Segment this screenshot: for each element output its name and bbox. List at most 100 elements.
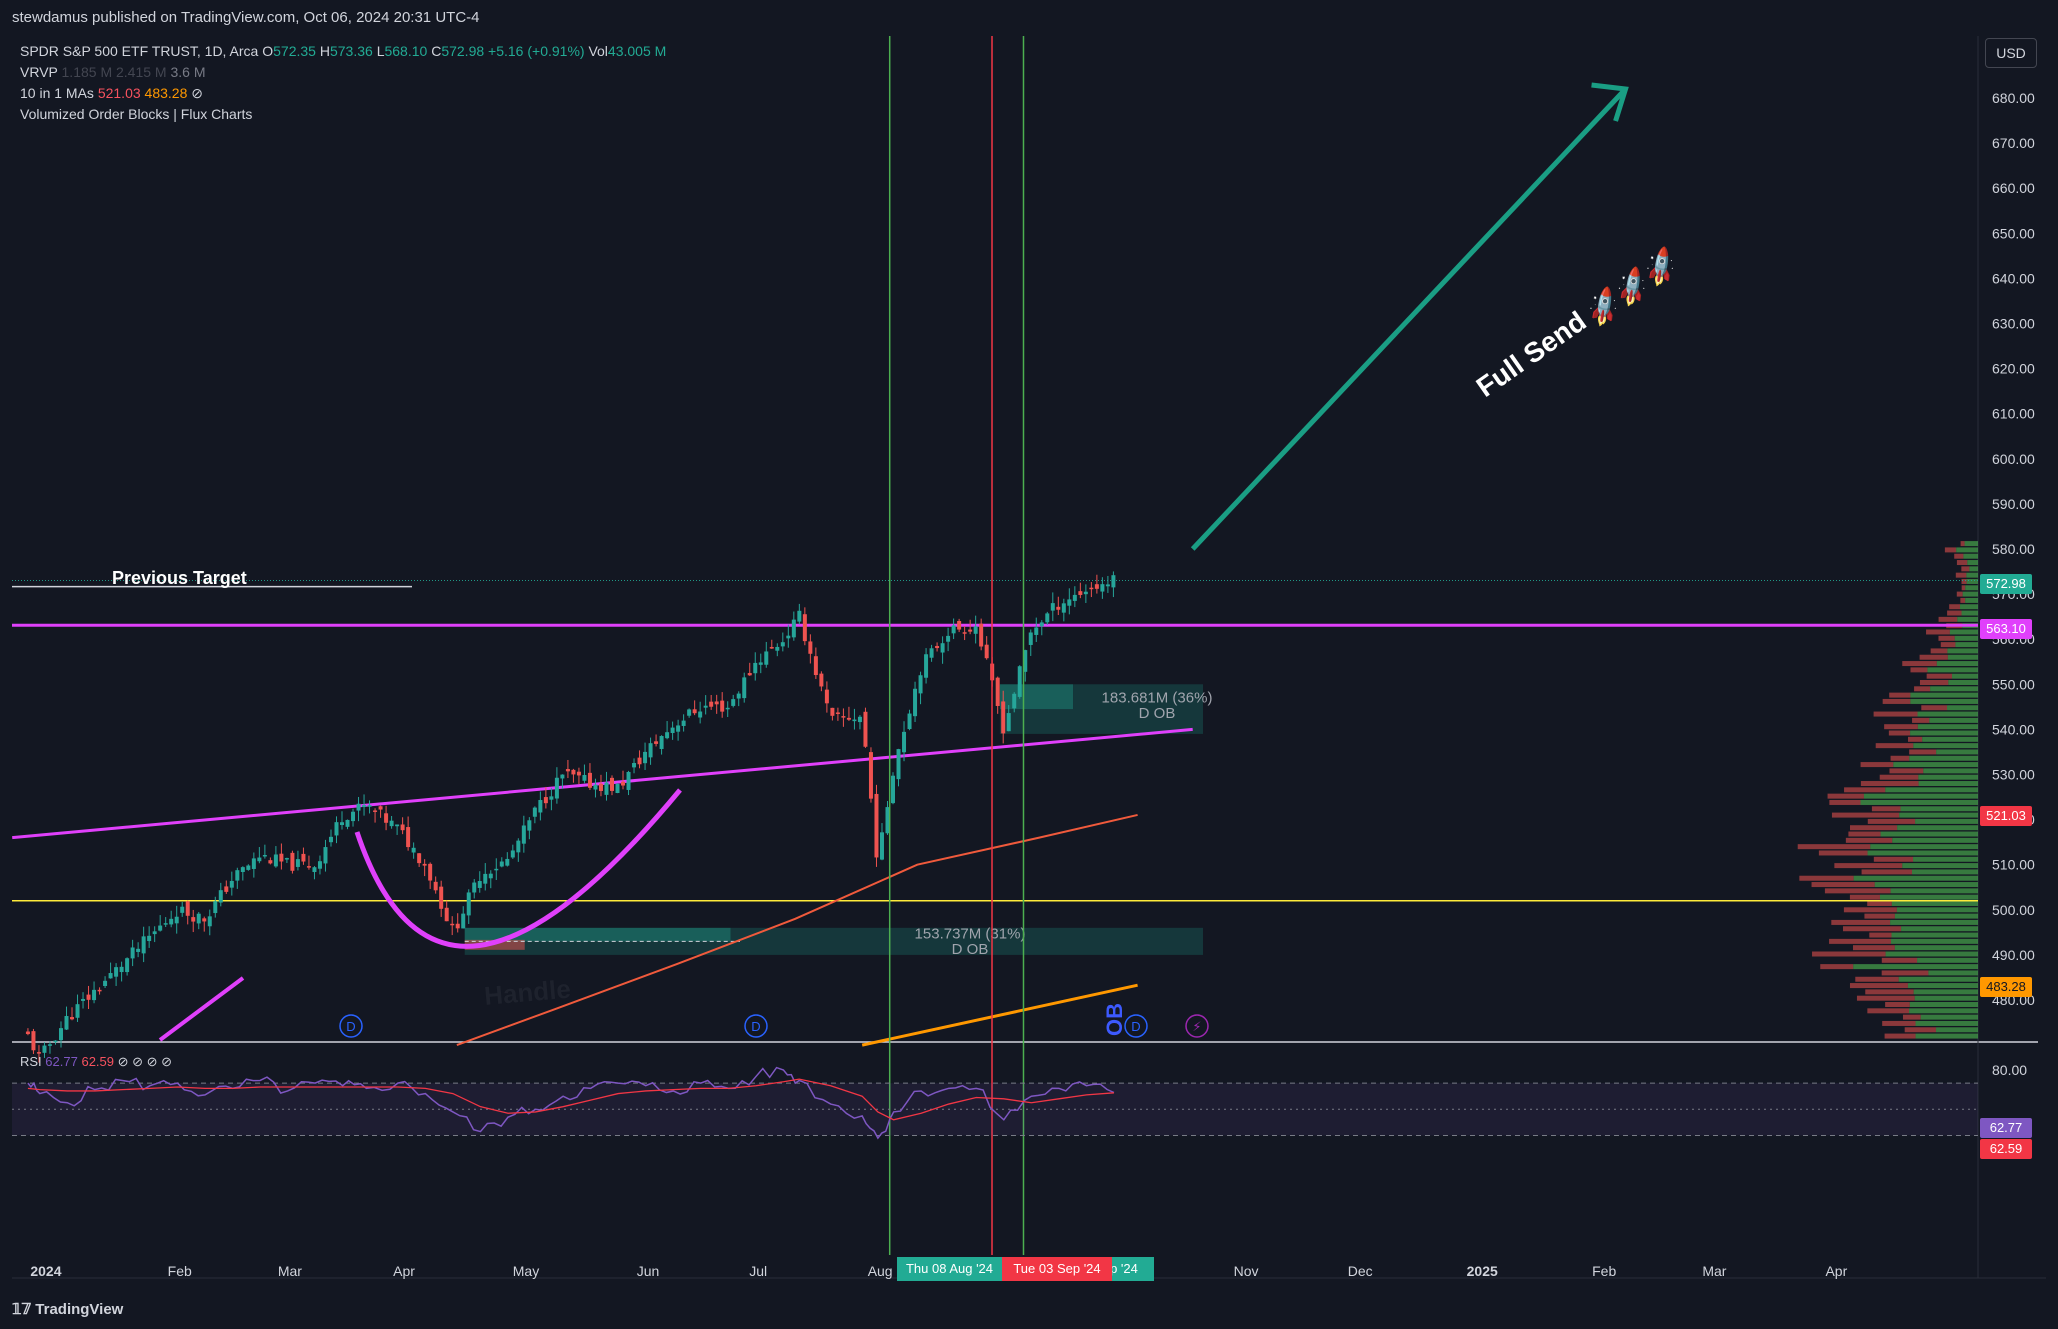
candle-body xyxy=(284,858,289,860)
rsi-hidden-icons[interactable]: ⊘ ⊘ ⊘ ⊘ xyxy=(117,1054,173,1069)
vrvp-bar-up xyxy=(1917,724,1978,730)
candle-body xyxy=(984,644,989,659)
candle-body xyxy=(384,813,389,823)
candle-body xyxy=(995,677,1000,706)
vrvp-bar-up xyxy=(1918,774,1978,780)
candle-body xyxy=(251,858,256,869)
candle-body xyxy=(885,807,890,834)
vrvp-bar-down xyxy=(1849,983,1908,989)
cup-left-edge xyxy=(158,976,245,1042)
vrvp-bar-up xyxy=(1948,679,1978,685)
candle-body xyxy=(97,989,102,992)
full-send-arrowhead xyxy=(1591,82,1629,122)
vrvp-bar-down xyxy=(1831,919,1891,925)
vrvp-bar-down xyxy=(1811,882,1875,888)
price-pane-bg xyxy=(12,36,1978,1042)
vrvp-bar-down xyxy=(1812,951,1886,957)
candle-body xyxy=(1078,591,1083,595)
candle-body xyxy=(868,752,873,799)
vrvp-bar-down xyxy=(1947,610,1962,616)
ob-indicator-label: Volumized Order Blocks | Flux Charts xyxy=(20,106,253,122)
candle-body xyxy=(362,805,367,808)
time-tick-label: Aug xyxy=(868,1263,893,1279)
ohlc-l-value: 568.10 xyxy=(384,43,428,59)
candle-body xyxy=(841,716,846,718)
rsi-value-1: 62.77 xyxy=(45,1054,78,1069)
candle-body xyxy=(395,824,400,827)
vrvp-bar-down xyxy=(1856,995,1915,1001)
vrvp-bar-up xyxy=(1867,850,1978,856)
candle-body xyxy=(1028,632,1033,645)
vrvp-bar-up xyxy=(1947,648,1978,654)
candle-body xyxy=(1045,613,1050,623)
candle-body xyxy=(295,859,300,867)
candle-body xyxy=(169,918,174,925)
vrvp-bar-down xyxy=(1954,553,1964,559)
previous-target-text: Previous Target xyxy=(112,568,247,588)
d-marker-circle xyxy=(1124,1014,1148,1038)
price-tick-label: 610.00 xyxy=(1992,406,2035,422)
vrvp-bar-down xyxy=(1889,692,1911,698)
candle-body xyxy=(257,857,262,862)
candle-body xyxy=(571,769,576,775)
candle-body xyxy=(951,625,956,634)
vrvp-bar-down xyxy=(1956,560,1968,566)
time-tick-label: Nov xyxy=(1234,1263,1259,1279)
candle-body xyxy=(676,725,681,732)
order-block-volume xyxy=(999,684,1074,710)
legend-vrvp-row[interactable]: VRVP 1.185 M 2.415 M 3.6 M xyxy=(20,64,206,80)
candle-body xyxy=(317,861,322,869)
legend-symbol-row[interactable]: SPDR S&P 500 ETF TRUST, 1D, Arca O572.35… xyxy=(20,43,666,59)
vrvp-bar-down xyxy=(1914,686,1931,692)
candle-body xyxy=(935,645,940,649)
candle-body xyxy=(1089,587,1094,590)
vrvp-bar-down xyxy=(1884,724,1918,730)
vrvp-bar-down xyxy=(1855,976,1899,982)
ohlc-c-label: C xyxy=(431,43,442,59)
vrvp-bar-down xyxy=(1829,799,1861,805)
vrvp-bar-down xyxy=(1926,629,1950,635)
time-tick-label: Apr xyxy=(1825,1263,1847,1279)
candle-body xyxy=(1006,713,1011,732)
vrvp-bar-up xyxy=(1911,869,1978,875)
legend-rsi-row[interactable]: RSI 62.77 62.59 ⊘ ⊘ ⊘ ⊘ xyxy=(20,1054,172,1070)
candle-body xyxy=(428,863,433,881)
candle-body xyxy=(891,775,896,804)
vrvp-bar-down xyxy=(1879,774,1919,780)
candle-body xyxy=(31,1031,36,1051)
vrvp-bar-down xyxy=(1910,667,1928,673)
candle-body xyxy=(598,783,603,791)
tradingview-logo[interactable]: 𝟙𝟟 TradingView xyxy=(12,1300,123,1318)
candle-body xyxy=(582,774,587,781)
candle-body xyxy=(422,863,427,866)
candle-body xyxy=(902,731,907,753)
candle-body xyxy=(1050,603,1055,611)
vrvp-bar-down xyxy=(1889,768,1924,774)
time-tick-label: May xyxy=(513,1263,539,1279)
candle-body xyxy=(334,822,339,836)
hidden-eye-icon[interactable]: ⊘ xyxy=(191,85,203,101)
candle-body xyxy=(714,701,719,705)
vrvp-bar-up xyxy=(1965,585,1978,591)
vrvp-bar-up xyxy=(1898,976,1978,982)
candle-body xyxy=(81,998,86,1001)
legend-ob-row[interactable]: Volumized Order Blocks | Flux Charts xyxy=(20,106,252,122)
candle-body xyxy=(163,923,168,925)
candle-body xyxy=(147,935,152,942)
vrvp-bar-up xyxy=(1890,919,1978,925)
price-tick-label: 590.00 xyxy=(1992,496,2035,512)
candle-body xyxy=(1094,584,1099,589)
legend-ma-row[interactable]: 10 in 1 MAs 521.03 483.28 ⊘ xyxy=(20,85,203,102)
candle-body xyxy=(968,629,973,632)
symbol-name: SPDR S&P 500 ETF TRUST, 1D, Arca xyxy=(20,43,259,59)
rsi-pane[interactable] xyxy=(12,1066,1978,1140)
candle-body xyxy=(455,923,460,929)
vrvp-bar-up xyxy=(1957,616,1978,622)
currency-button[interactable]: USD xyxy=(1985,38,2037,68)
candle-body xyxy=(549,796,554,800)
candle-body xyxy=(136,948,141,952)
vrvp-bar-up xyxy=(1894,913,1978,919)
candle-body xyxy=(731,699,736,706)
